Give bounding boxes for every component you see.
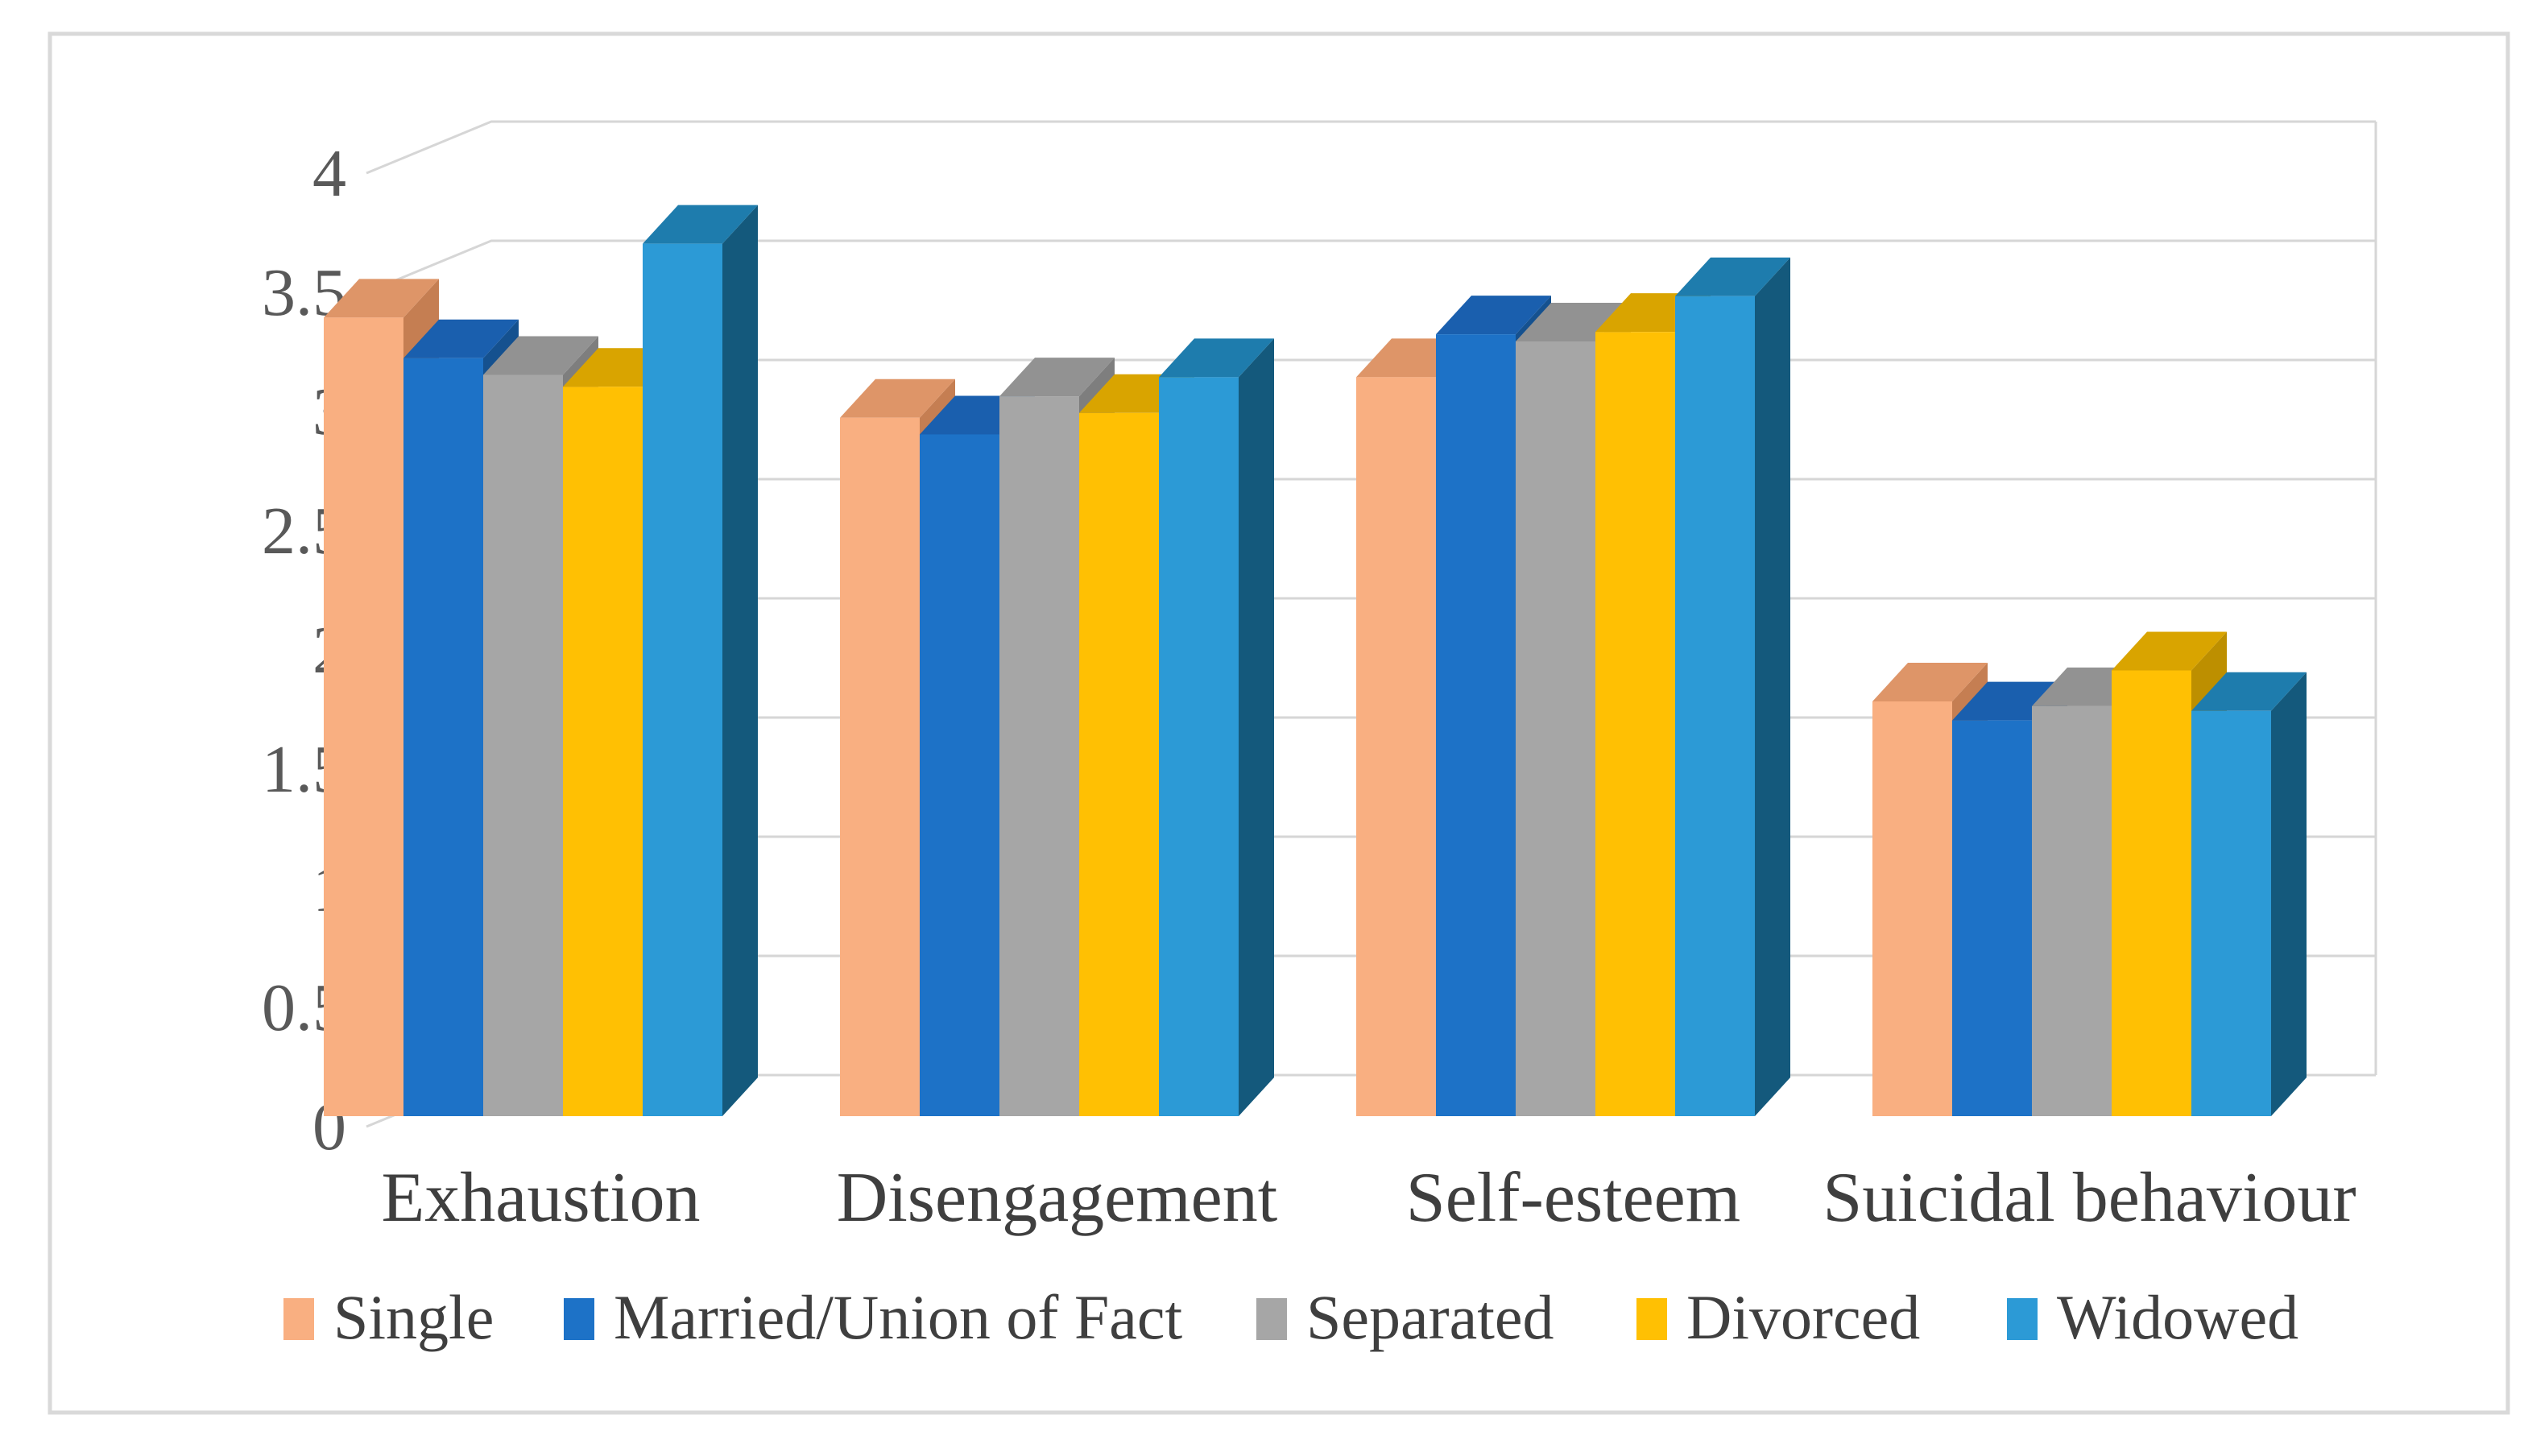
bar-widowed-suicidal-behaviour-top-face [2191,672,2307,711]
legend-swatch-separated [1256,1298,1287,1340]
bar-widowed-disengagement [1159,377,1239,1116]
bar-separated-self-esteem [1516,341,1595,1116]
bar-single-exhaustion [324,317,403,1116]
legend-swatch-married-union-of-fact [564,1298,594,1340]
bar-single-suicidal-behaviour [1872,701,1952,1116]
bar-single-disengagement [840,417,920,1116]
bar-separated-disengagement [999,396,1079,1117]
gridline [366,239,2376,294]
bar-married-union-of-fact-exhaustion-top-face [403,319,519,358]
bar-widowed-disengagement-top-face [1159,338,1274,378]
bar-single-exhaustion-top-face [324,279,439,318]
bar-single-suicidal-behaviour-top-face [1872,662,1988,701]
bar-widowed-self-esteem [1675,296,1755,1116]
gridline [366,120,2376,175]
bar-widowed-exhaustion [643,243,722,1116]
bar-widowed-disengagement-side-face [1239,338,1274,1116]
bar-divorced-disengagement [1079,412,1159,1116]
bar-widowed-exhaustion-side-face [722,205,758,1116]
legend-label-divorced: Divorced [1686,1282,1920,1352]
bar-separated-exhaustion-top-face [483,336,598,375]
bar-widowed-exhaustion-top-face [643,205,758,244]
category-label-self-esteem: Self-esteem [1406,1159,1740,1237]
bar-married-union-of-fact-suicidal-behaviour [1952,720,2032,1116]
legend-swatch-single [283,1298,314,1340]
bar-married-union-of-fact-self-esteem [1436,334,1516,1116]
bar-separated-exhaustion [483,374,563,1116]
legend-swatch-widowed [2007,1298,2038,1340]
bar-single-disengagement-top-face [840,378,955,418]
category-label-suicidal-behaviour: Suicidal behaviour [1823,1159,2356,1237]
legend-swatch-divorced [1636,1298,1667,1340]
legend-label-single: Single [333,1282,494,1352]
bar-divorced-suicidal-behaviour [2112,670,2191,1116]
y-axis-tick-label: 4 [312,136,346,211]
bar-married-union-of-fact-self-esteem-top-face [1436,296,1551,335]
bar-married-union-of-fact-exhaustion [403,358,483,1117]
bar-widowed-self-esteem-side-face [1755,257,1790,1116]
legend-label-widowed: Widowed [2057,1282,2298,1352]
bar-widowed-suicidal-behaviour-side-face [2271,672,2307,1116]
legend-label-married-union-of-fact: Married/Union of Fact [614,1282,1182,1352]
bar-widowed-suicidal-behaviour [2191,710,2271,1116]
legend-label-separated: Separated [1306,1282,1554,1352]
category-label-disengagement: Disengagement [837,1159,1277,1237]
chart-frame [48,31,2510,1415]
bar-widowed-self-esteem-top-face [1675,257,1790,296]
bar-single-self-esteem [1356,377,1436,1116]
category-label-exhaustion: Exhaustion [382,1159,701,1237]
bar-married-union-of-fact-disengagement [920,434,999,1116]
bar-divorced-self-esteem [1595,332,1675,1116]
bar-divorced-exhaustion [563,387,643,1116]
bar-divorced-suicidal-behaviour-top-face [2112,631,2227,671]
bar-separated-disengagement-top-face [999,358,1115,397]
bar-separated-suicidal-behaviour [2032,705,2112,1116]
